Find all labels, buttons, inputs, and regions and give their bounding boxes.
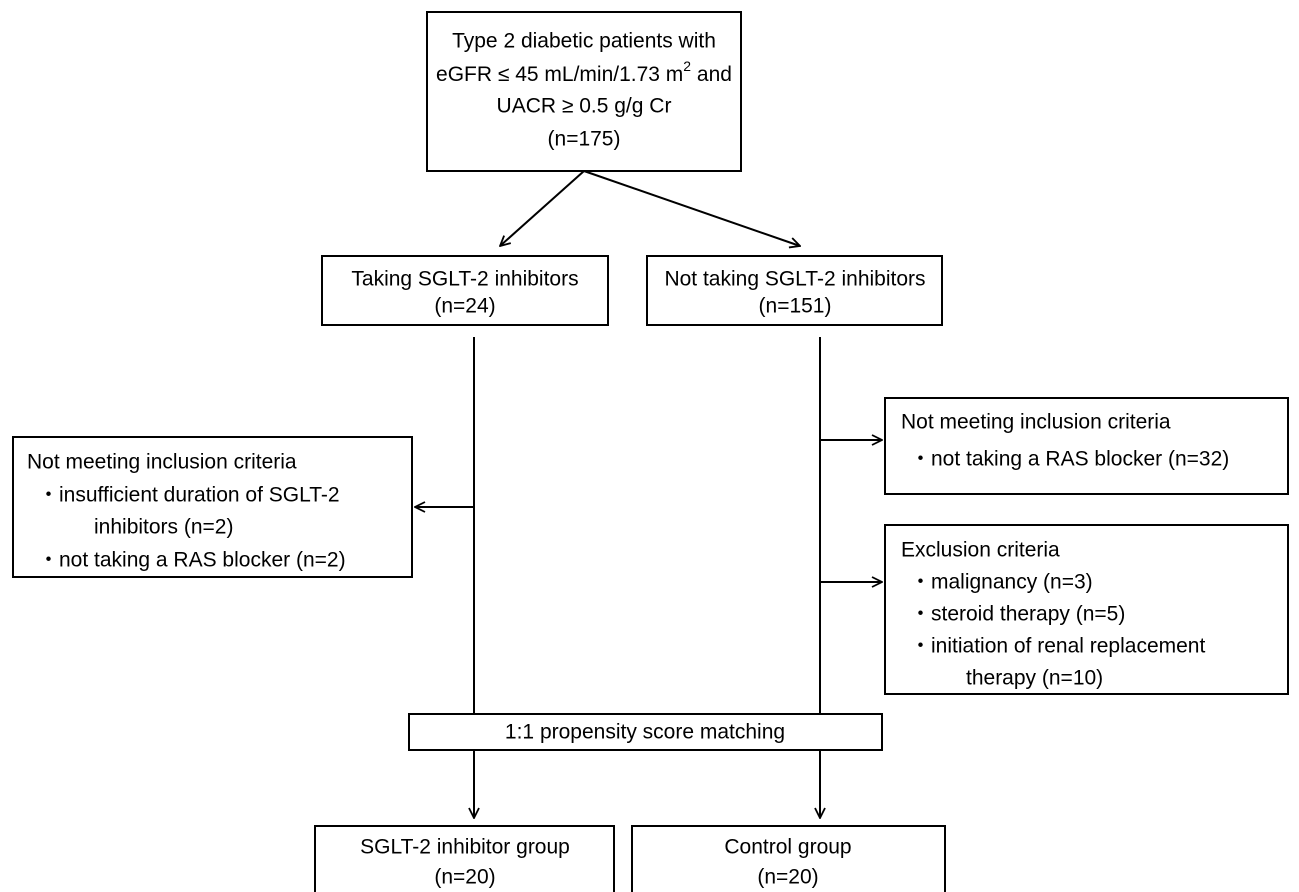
node-text: (n=175) xyxy=(548,128,621,151)
box xyxy=(408,713,883,751)
superscript: 2 xyxy=(683,58,691,74)
box xyxy=(12,436,413,578)
node-text: Not taking SGLT-2 inhibitors xyxy=(664,268,925,291)
connectors xyxy=(415,170,882,818)
node: Not taking SGLT-2 inhibitors (n=151) xyxy=(646,255,943,326)
node-text: Exclusion criteria xyxy=(901,539,1060,562)
node-text: Control group xyxy=(724,836,851,859)
box xyxy=(321,255,609,326)
box xyxy=(884,524,1289,695)
node-text: (n=151) xyxy=(759,295,832,318)
node-text: inhibitors (n=2) xyxy=(94,516,233,539)
box xyxy=(884,397,1289,495)
node-text: ・steroid therapy (n=5) xyxy=(910,603,1125,626)
node-text: eGFR ≤ 45 mL/min/1.73 m2 and xyxy=(436,58,732,86)
node-text: 1:1 propensity score matching xyxy=(505,721,785,744)
arrow xyxy=(500,170,585,246)
node-text: Type 2 diabetic patients with xyxy=(452,30,716,53)
node-text: ・not taking a RAS blocker (n=2) xyxy=(38,549,346,572)
box xyxy=(314,825,615,892)
node-text: ・not taking a RAS blocker (n=32) xyxy=(910,448,1229,471)
node: Not meeting inclusion criteria ・insuffic… xyxy=(12,436,413,578)
text-part: eGFR ≤ 45 mL/min/1.73 m xyxy=(436,63,683,86)
node-text: (n=24) xyxy=(434,295,495,318)
box xyxy=(426,11,742,172)
node: Taking SGLT-2 inhibitors (n=24) xyxy=(321,255,609,326)
node-text: (n=20) xyxy=(757,866,818,889)
node: Exclusion criteria ・malignancy (n=3) ・st… xyxy=(884,524,1289,695)
node-text: therapy (n=10) xyxy=(966,667,1103,690)
node-text: Not meeting inclusion criteria xyxy=(27,451,297,474)
box xyxy=(631,825,946,892)
node-text: UACR ≥ 0.5 g/g Cr xyxy=(497,95,672,118)
arrow xyxy=(583,170,800,246)
node: 1:1 propensity score matching xyxy=(408,713,883,751)
node-text: Taking SGLT-2 inhibitors xyxy=(351,268,578,291)
node-text: Not meeting inclusion criteria xyxy=(901,411,1171,434)
node: SGLT-2 inhibitor group (n=20) xyxy=(314,825,615,892)
node: Not meeting inclusion criteria ・not taki… xyxy=(884,397,1289,495)
node-text: ・initiation of renal replacement xyxy=(910,635,1205,658)
text-part: and xyxy=(691,63,732,86)
node-text: ・malignancy (n=3) xyxy=(910,571,1093,594)
node-text: ・insufficient duration of SGLT-2 xyxy=(38,484,340,507)
node: Control group (n=20) xyxy=(631,825,946,892)
node-text: SGLT-2 inhibitor group xyxy=(360,836,570,859)
node-text: (n=20) xyxy=(434,866,495,889)
box xyxy=(646,255,943,326)
node: Type 2 diabetic patients with eGFR ≤ 45 … xyxy=(426,11,742,172)
